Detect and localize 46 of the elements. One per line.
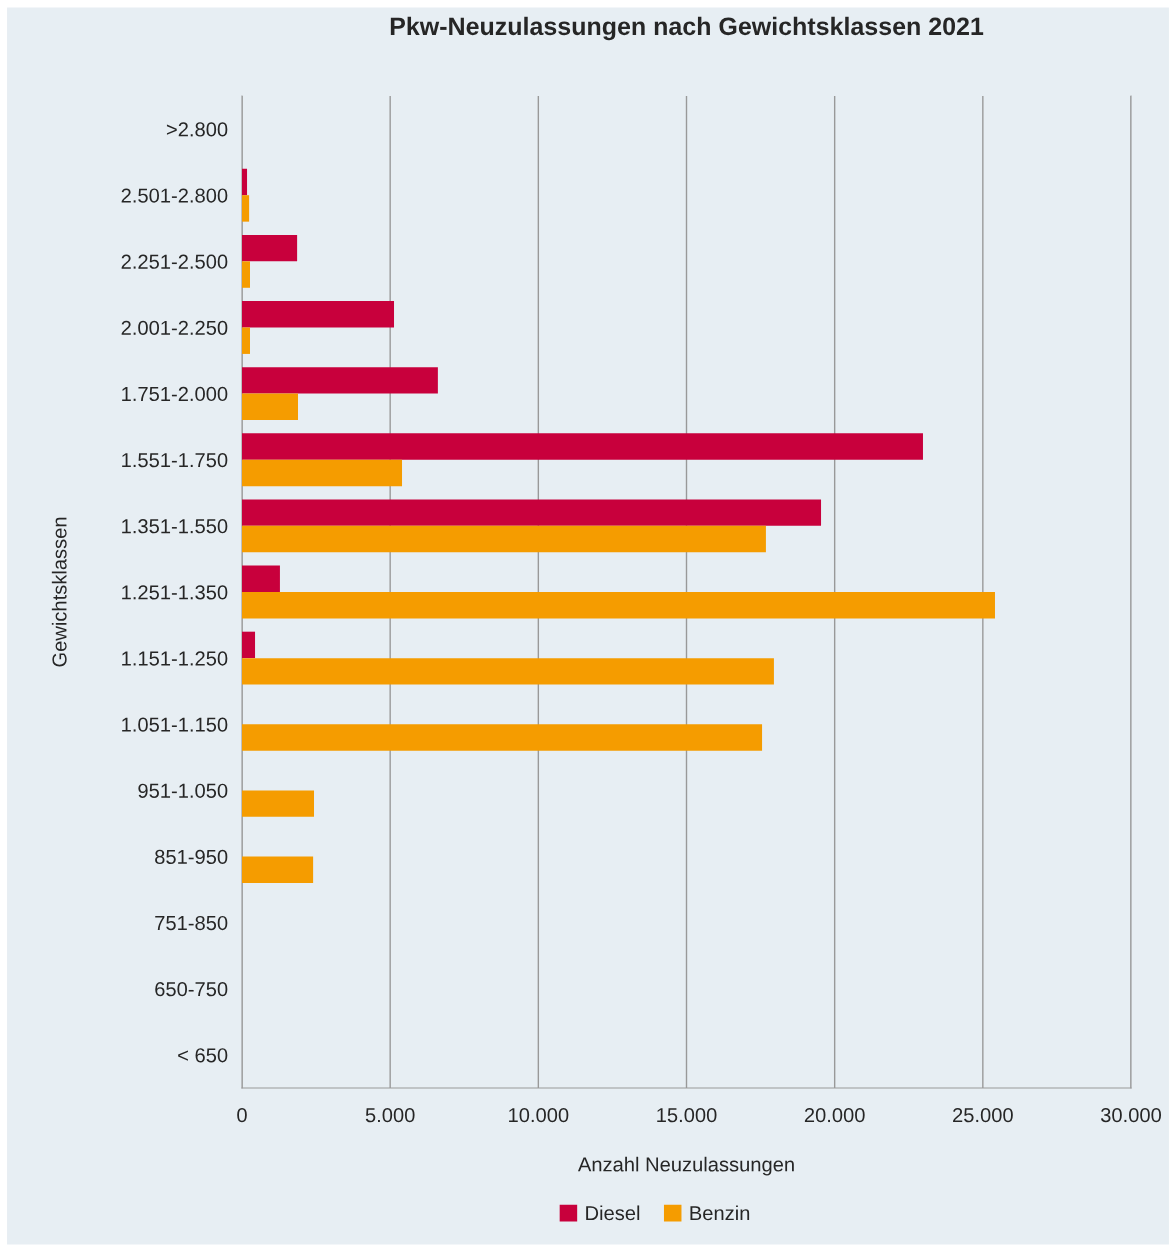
bar [242, 393, 299, 421]
y-tick-label: 1.551-1.750 [122, 452, 228, 468]
legend-label: Diesel [586, 1205, 640, 1221]
bar [242, 459, 403, 487]
x-axis-title: Anzahl Neuzulassungen [577, 1156, 794, 1176]
bar [242, 592, 995, 619]
bar [242, 525, 766, 553]
y-tick-label: 650-750 [155, 982, 228, 997]
x-tick-label: 15.000 [657, 1107, 717, 1123]
bar [242, 261, 250, 288]
bar [242, 195, 250, 222]
bar [242, 367, 438, 394]
x-tick-label: 10.000 [509, 1107, 569, 1123]
x-tick-label: 20.000 [804, 1107, 865, 1123]
bar [242, 327, 250, 354]
y-tick-label: 2.001-2.250 [121, 320, 228, 335]
y-tick-label: 2.251-2.500 [121, 254, 228, 269]
y-tick-label: 951-1.050 [138, 783, 228, 798]
bar [242, 856, 314, 883]
chart-title: Pkw-Neuzulassungen nach Gewichtsklassen 2021 [390, 16, 984, 41]
y-tick-label: 2.501-2.800 [121, 188, 228, 203]
bar [242, 658, 774, 685]
y-tick-label: 751-850 [155, 915, 228, 931]
y-tick-label: 1.151-1.250 [122, 651, 228, 666]
y-tick-label: 1.051-1.150 [122, 717, 228, 732]
legend-label: Benzin [690, 1205, 750, 1221]
bar [242, 631, 256, 659]
bar [242, 499, 822, 526]
y-axis-title: Gewichtsklassen [51, 517, 67, 667]
bar [242, 565, 280, 592]
y-tick-label: 851-950 [155, 849, 228, 865]
y-tick-label: 1.251-1.350 [122, 585, 228, 600]
y-tick-label: 1.751-2.000 [122, 386, 228, 402]
bar [242, 301, 395, 328]
y-tick-label: 1.351-1.550 [122, 519, 228, 534]
bar [242, 234, 298, 262]
x-tick-label: 0 [237, 1107, 247, 1123]
y-tick-label: < 650 [178, 1048, 228, 1063]
bar [242, 790, 315, 817]
x-tick-label: 25.000 [953, 1107, 1013, 1123]
x-tick-label: 30.000 [1100, 1107, 1162, 1123]
x-tick-label: 5.000 [365, 1107, 415, 1123]
y-tick-label: >2.800 [166, 122, 228, 137]
bar [242, 724, 763, 751]
bar [242, 168, 248, 196]
bar [242, 433, 923, 460]
